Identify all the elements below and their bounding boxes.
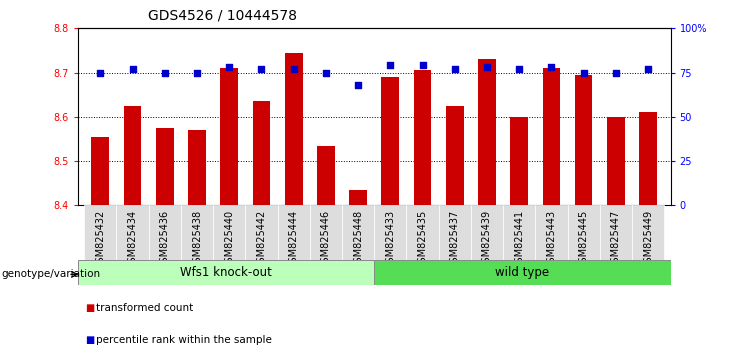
Bar bbox=[406, 205, 439, 260]
Bar bbox=[156, 128, 173, 205]
Bar bbox=[478, 59, 496, 205]
Bar bbox=[220, 68, 238, 205]
Text: GSM825442: GSM825442 bbox=[256, 210, 267, 269]
Text: GSM825440: GSM825440 bbox=[225, 210, 234, 269]
Bar bbox=[149, 205, 181, 260]
Text: GSM825434: GSM825434 bbox=[127, 210, 138, 269]
Text: ■: ■ bbox=[85, 335, 94, 345]
Point bbox=[288, 66, 299, 72]
Bar bbox=[181, 205, 213, 260]
Point bbox=[449, 66, 461, 72]
Point bbox=[416, 63, 428, 68]
Bar bbox=[446, 106, 464, 205]
Bar bbox=[511, 117, 528, 205]
Point bbox=[127, 66, 139, 72]
Text: GSM825441: GSM825441 bbox=[514, 210, 524, 269]
Text: GSM825443: GSM825443 bbox=[546, 210, 556, 269]
Point bbox=[256, 66, 268, 72]
Text: GSM825448: GSM825448 bbox=[353, 210, 363, 269]
Point bbox=[223, 64, 235, 70]
Bar bbox=[575, 75, 593, 205]
Bar bbox=[503, 205, 535, 260]
Text: GSM825444: GSM825444 bbox=[289, 210, 299, 269]
Text: GDS4526 / 10444578: GDS4526 / 10444578 bbox=[148, 9, 297, 23]
Point bbox=[385, 63, 396, 68]
Bar bbox=[317, 145, 335, 205]
Point bbox=[481, 64, 493, 70]
Bar bbox=[535, 205, 568, 260]
Bar bbox=[124, 106, 142, 205]
Bar bbox=[245, 205, 278, 260]
Text: Wfs1 knock-out: Wfs1 knock-out bbox=[180, 266, 272, 279]
Text: GSM825433: GSM825433 bbox=[385, 210, 395, 269]
Text: wild type: wild type bbox=[495, 266, 550, 279]
Bar bbox=[285, 53, 302, 205]
Point bbox=[545, 64, 557, 70]
Point bbox=[352, 82, 364, 88]
Text: genotype/variation: genotype/variation bbox=[1, 269, 101, 279]
Bar bbox=[253, 101, 270, 205]
Text: GSM825432: GSM825432 bbox=[96, 210, 105, 269]
Bar bbox=[84, 205, 116, 260]
Bar bbox=[382, 77, 399, 205]
Text: GSM825447: GSM825447 bbox=[611, 210, 621, 269]
Point bbox=[578, 70, 590, 75]
Point bbox=[159, 70, 170, 75]
Text: GSM825435: GSM825435 bbox=[417, 210, 428, 269]
Bar bbox=[78, 260, 374, 285]
Bar bbox=[568, 205, 599, 260]
Bar bbox=[349, 190, 367, 205]
Bar bbox=[374, 205, 406, 260]
Bar bbox=[342, 205, 374, 260]
Text: GSM825445: GSM825445 bbox=[579, 210, 588, 269]
Text: GSM825449: GSM825449 bbox=[643, 210, 653, 269]
Bar bbox=[116, 205, 149, 260]
Bar bbox=[639, 113, 657, 205]
Text: transformed count: transformed count bbox=[96, 303, 193, 313]
Bar bbox=[278, 205, 310, 260]
Text: GSM825439: GSM825439 bbox=[482, 210, 492, 269]
Bar bbox=[213, 205, 245, 260]
Point bbox=[610, 70, 622, 75]
Point bbox=[642, 66, 654, 72]
Text: ■: ■ bbox=[85, 303, 94, 313]
Bar bbox=[607, 117, 625, 205]
Text: GSM825446: GSM825446 bbox=[321, 210, 331, 269]
Bar bbox=[471, 205, 503, 260]
Bar bbox=[599, 205, 632, 260]
Point bbox=[94, 70, 106, 75]
Point bbox=[191, 70, 203, 75]
Text: percentile rank within the sample: percentile rank within the sample bbox=[96, 335, 272, 345]
Bar bbox=[632, 205, 664, 260]
Bar bbox=[374, 260, 671, 285]
Bar bbox=[542, 68, 560, 205]
Point bbox=[514, 66, 525, 72]
Bar bbox=[439, 205, 471, 260]
Point bbox=[320, 70, 332, 75]
Bar bbox=[413, 70, 431, 205]
Text: GSM825436: GSM825436 bbox=[160, 210, 170, 269]
Text: GSM825437: GSM825437 bbox=[450, 210, 459, 269]
Bar bbox=[310, 205, 342, 260]
Text: GSM825438: GSM825438 bbox=[192, 210, 202, 269]
Bar bbox=[188, 130, 206, 205]
Bar bbox=[91, 137, 109, 205]
